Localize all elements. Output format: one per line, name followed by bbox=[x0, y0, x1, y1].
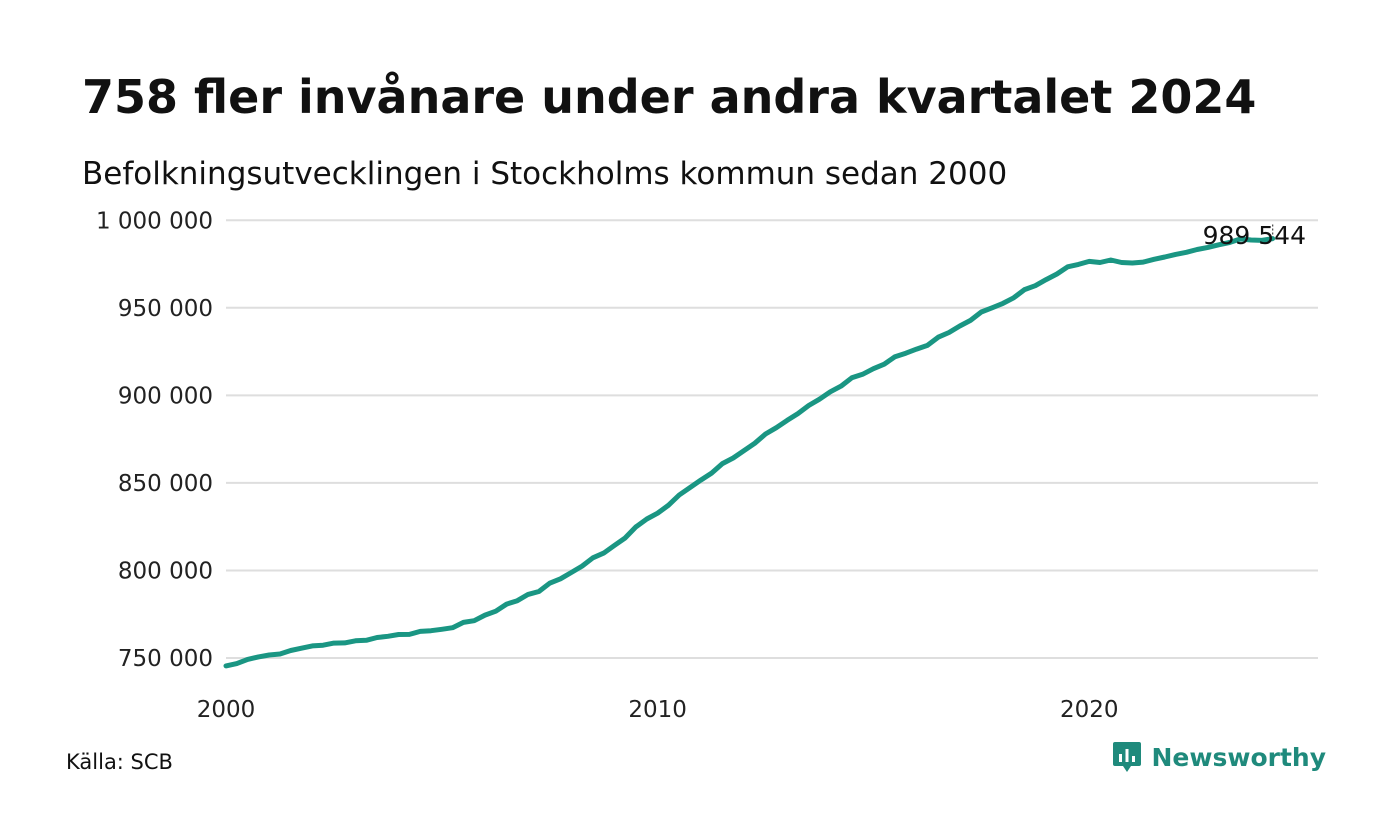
x-tick-label: 2020 bbox=[1060, 697, 1119, 723]
series-line bbox=[223, 236, 1276, 669]
source-note: Källa: SCB bbox=[66, 750, 173, 774]
x-tick-label: 2010 bbox=[628, 697, 687, 723]
brand-logo: Newsworthy bbox=[1112, 740, 1327, 774]
y-tick-label: 850 000 bbox=[118, 471, 213, 497]
y-tick-label: 950 000 bbox=[118, 296, 213, 322]
end-value-label: 989 544 bbox=[1203, 221, 1306, 250]
chart-subtitle: Befolkningsutvecklingen i Stockholms kom… bbox=[82, 156, 1008, 192]
y-tick-label: 750 000 bbox=[118, 646, 213, 672]
x-tick-label: 2000 bbox=[197, 697, 256, 723]
y-tick-label: 800 000 bbox=[118, 558, 213, 584]
brand-name: Newsworthy bbox=[1151, 742, 1327, 772]
newsworthy-logo-icon bbox=[1112, 742, 1141, 772]
y-tick-label: 900 000 bbox=[118, 383, 213, 409]
y-tick-label: 1 000 000 bbox=[96, 208, 213, 234]
chart-title: 758 fler invånare under andra kvartalet … bbox=[82, 70, 1257, 124]
